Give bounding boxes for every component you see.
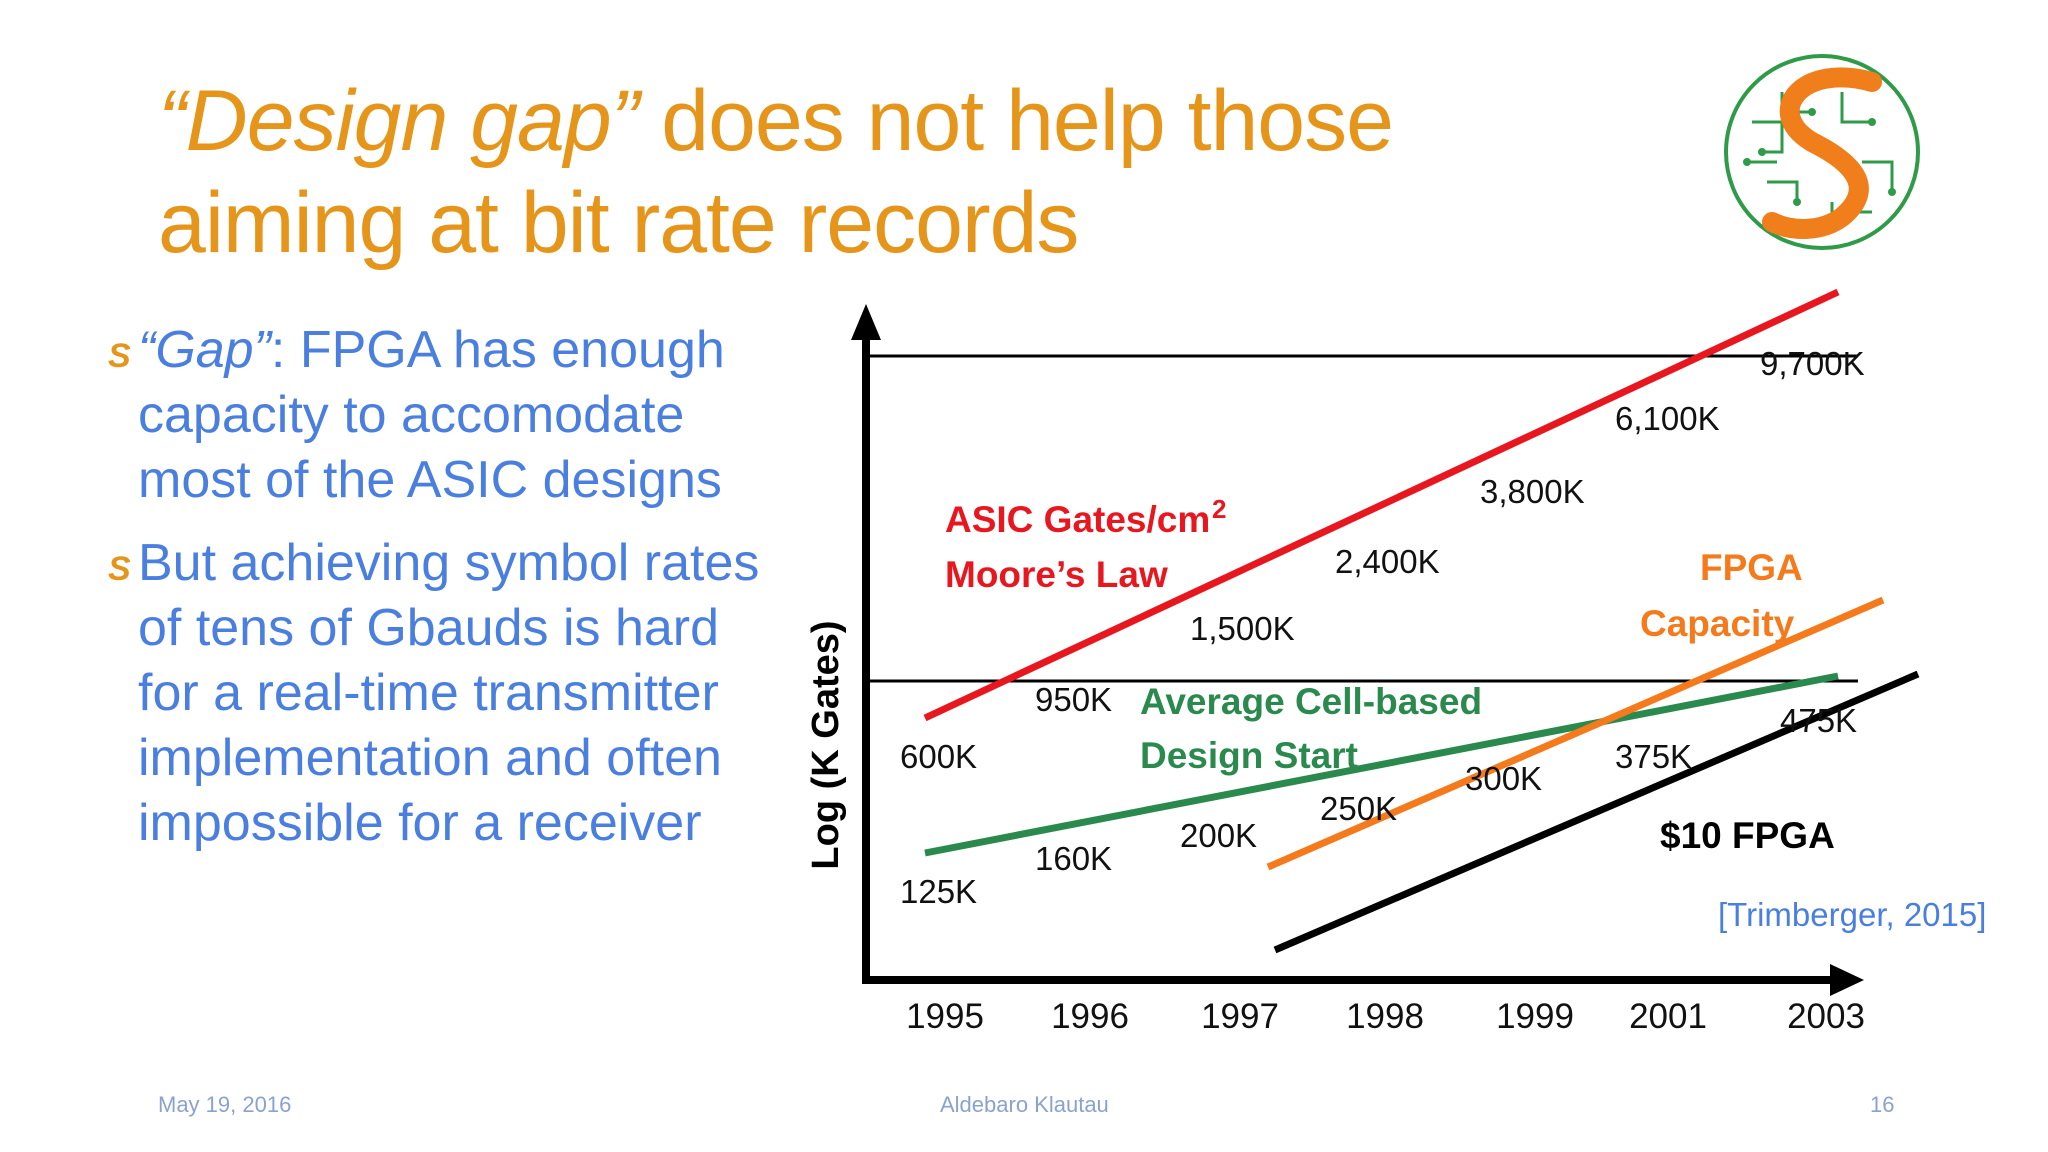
asic-data-label: 2,400K (1335, 543, 1440, 580)
cell-data-label: 200K (1180, 817, 1257, 854)
slide-title-rest: does not help those aiming at bit rate r… (158, 73, 1394, 271)
circuit-s-logo-icon (1724, 54, 1920, 250)
asic-data-label: 950K (1035, 681, 1112, 718)
bullet-text: : FPGA has enough capacity to accomodate… (138, 321, 725, 509)
bullet-s-icon: S (108, 550, 131, 588)
asic-data-label: 6,100K (1615, 400, 1720, 437)
bullet-lead: “Gap” (138, 321, 271, 379)
asic-annotation-line2: Moore’s Law (945, 554, 1168, 595)
x-tick-label: 1995 (906, 997, 984, 1036)
x-tick-label: 1996 (1051, 997, 1129, 1036)
asic-annotation-superscript: 2 (1212, 494, 1226, 524)
slide-title-italic: “Design gap” (158, 73, 639, 169)
x-tick-label: 2001 (1629, 997, 1707, 1036)
cell-data-label: 300K (1465, 760, 1542, 797)
asic-data-label: 9,700K (1760, 345, 1865, 382)
cell-annotation-line1: Average Cell-based (1140, 681, 1482, 722)
bullet-item: S “Gap”: FPGA has enough capacity to acc… (108, 318, 768, 513)
fpga10-annotation: $10 FPGA (1660, 815, 1835, 856)
series-line-cell-based (924, 672, 1839, 857)
asic-annotation-line1: ASIC Gates/cm (945, 499, 1210, 540)
y-axis-label: Log (K Gates) (805, 620, 847, 869)
fpga-annotation-line2: Capacity (1640, 603, 1795, 644)
footer-page-number: 16 (1870, 1092, 1895, 1117)
asic-data-label: 600K (900, 738, 977, 775)
bullet-text: But achieving symbol rates of tens of Gb… (138, 534, 760, 852)
x-tick-label: 1999 (1496, 997, 1574, 1036)
cell-data-label: 375K (1615, 738, 1692, 775)
fpga-annotation-line1: FPGA (1700, 547, 1803, 588)
cell-data-label: 475K (1780, 702, 1857, 739)
cell-annotation-line2: Design Start (1140, 735, 1358, 776)
bullet-item: S But achieving symbol rates of tens of … (108, 531, 768, 856)
series-line-fpga-capacity (1266, 596, 1885, 871)
cell-data-label: 125K (900, 873, 977, 910)
cell-data-label: 160K (1035, 840, 1112, 877)
y-axis-arrow-icon (851, 304, 881, 340)
footer-date: May 19, 2016 (158, 1092, 292, 1117)
asic-data-label: 1,500K (1190, 610, 1295, 647)
series-line-10-fpga (1273, 670, 1920, 954)
bullet-s-icon: S (108, 337, 131, 375)
x-tick-label: 2003 (1787, 997, 1865, 1036)
bullet-list: S “Gap”: FPGA has enough capacity to acc… (108, 318, 768, 874)
citation: [Trimberger, 2015] (1718, 896, 1987, 933)
x-tick-label: 1998 (1346, 997, 1424, 1036)
series-line-asic (923, 288, 1840, 722)
asic-data-label: 3,800K (1480, 473, 1585, 510)
footer-author: Aldebaro Klautau (940, 1092, 1109, 1117)
x-axis-arrow-icon (1830, 964, 1864, 996)
slide-title: “Design gap” does not help those aiming … (158, 70, 1498, 274)
cell-data-label: 250K (1320, 790, 1397, 827)
x-tick-label: 1997 (1201, 997, 1279, 1036)
